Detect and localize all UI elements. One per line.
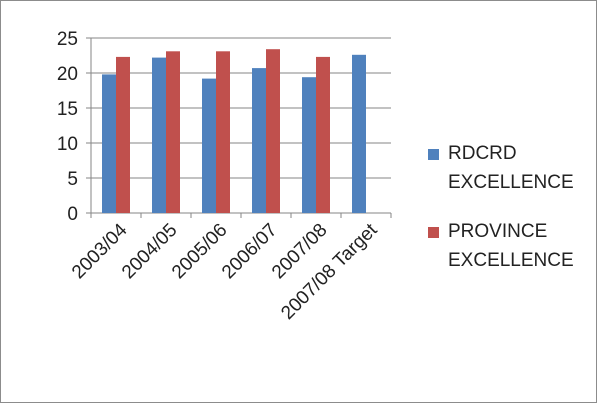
y-tick-labels: 0 5 10 15 20 25 [57, 29, 78, 225]
bar-rdcrd-0 [102, 74, 116, 214]
y-tick-label: 25 [57, 29, 78, 50]
bar-rdcrd-3 [252, 68, 266, 213]
y-tick-label: 0 [67, 204, 78, 225]
axes [86, 37, 392, 218]
legend-swatch-province [428, 227, 439, 238]
y-tick-label: 10 [57, 134, 78, 155]
x-tick-label: 2006/07 [218, 220, 281, 283]
bars [102, 49, 366, 214]
gridlines [91, 37, 391, 179]
legend-item-rdcrd: RDCRD EXCELLENCE [428, 139, 588, 197]
x-tick-labels: 2003/042004/052005/062006/072007/082007/… [68, 219, 382, 324]
bar-province-2 [216, 51, 230, 213]
legend: RDCRD EXCELLENCE PROVINCE EXCELLENCE [428, 139, 588, 295]
y-tick-label: 20 [57, 64, 78, 85]
bar-rdcrd-4 [302, 77, 316, 213]
legend-swatch-rdcrd [428, 149, 439, 160]
bar-province-4 [316, 56, 330, 214]
legend-label-province: PROVINCE EXCELLENCE [448, 221, 574, 271]
bar-rdcrd-2 [202, 78, 216, 213]
bar-rdcrd-1 [152, 57, 166, 213]
y-tick-label: 5 [67, 169, 78, 190]
y-tick-label: 15 [57, 99, 78, 120]
x-tick-label: 2004/05 [118, 220, 181, 283]
legend-label-rdcrd: RDCRD EXCELLENCE [448, 143, 574, 193]
legend-item-province: PROVINCE EXCELLENCE [428, 217, 588, 275]
bar-province-3 [266, 49, 280, 214]
bar-province-1 [166, 51, 180, 213]
bar-rdcrd-5 [352, 54, 366, 213]
bar-province-0 [116, 56, 130, 214]
x-tick-label: 2005/06 [168, 220, 231, 283]
